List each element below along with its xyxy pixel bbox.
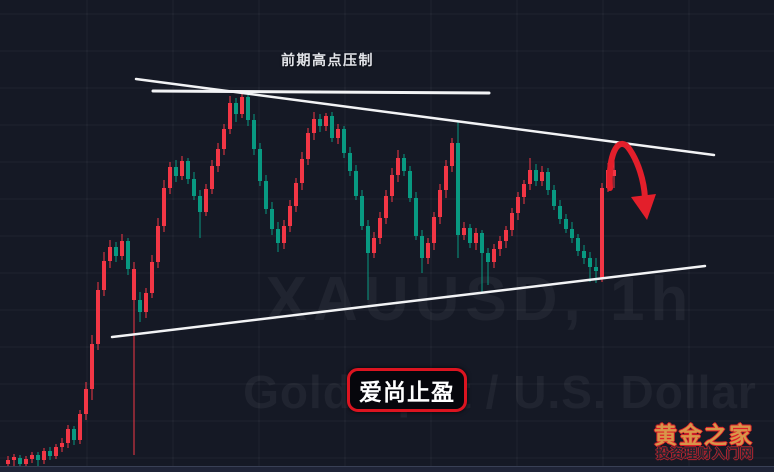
down-projection-arrow [606, 140, 656, 220]
brand-subtitle-text: 投资理财入门网 [655, 446, 754, 462]
brand-title-text: 黄金之家 [654, 422, 754, 448]
signal-label-text: 爱尚止盈 [359, 379, 455, 405]
site-brand: 黄金之家 投资理财入门网 [654, 423, 754, 461]
signal-label-box: 爱尚止盈 [347, 368, 467, 412]
watermark-title: Gold Spot / U.S. Dollar [243, 366, 757, 418]
bottom-toolbar-strip [0, 466, 774, 472]
resistance-annotation-text: 前期高点压制 [281, 52, 374, 68]
